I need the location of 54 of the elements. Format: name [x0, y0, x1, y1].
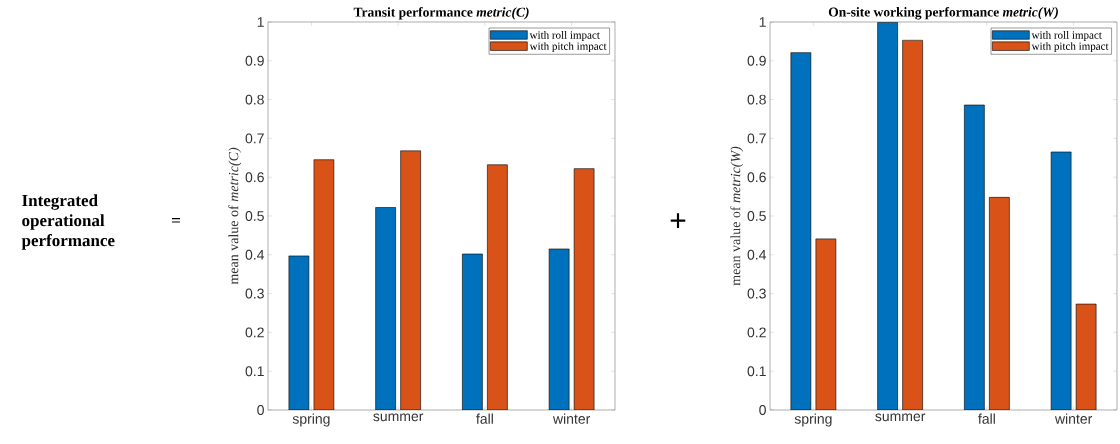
x-tick-label: spring	[292, 413, 330, 427]
legend-label: with pitch impact	[1031, 42, 1109, 53]
text: Integrated operational performance	[21, 194, 115, 250]
y-tick-label: 0.4	[747, 249, 767, 260]
x-tick-label: winter	[1054, 413, 1093, 424]
y-tick-label: 0.4	[245, 249, 265, 260]
y-axis-title: mean value of metric(C)	[228, 147, 242, 285]
chart-title: Transit performance metric(C)	[353, 7, 529, 20]
x-tick-label: fall	[476, 413, 493, 424]
y-tick-label: 0.9	[747, 55, 766, 66]
y-tick-label: 0.1	[747, 366, 766, 377]
legend-label: with pitch impact	[529, 42, 607, 53]
legend-label: with roll impact	[1031, 31, 1102, 41]
y-tick-label: 1	[759, 17, 766, 27]
bar	[400, 150, 421, 410]
y-tick-label: 0.2	[747, 327, 766, 338]
y-tick-label: 0.7	[245, 133, 264, 144]
x-tick-label: fall	[978, 413, 995, 424]
y-axis-title: mean value of metric(W)	[730, 146, 744, 286]
x-tick-label: spring	[794, 413, 832, 427]
y-tick-label: 0.8	[747, 94, 766, 105]
y-tick-label: 0.3	[245, 288, 264, 299]
y-tick-label: 0.3	[747, 288, 766, 299]
y-tick-label: 0.5	[245, 211, 264, 221]
bar	[989, 197, 1010, 410]
bar	[790, 52, 812, 410]
x-tick-label: summer	[875, 413, 926, 422]
bar	[902, 39, 923, 410]
bar	[288, 255, 310, 410]
legend-label: with roll impact	[529, 31, 600, 41]
y-tick-label: 0	[257, 405, 264, 415]
y-tick-label: 0.2	[245, 327, 264, 338]
y-tick-label: 0.1	[245, 366, 264, 377]
y-tick-label: 0	[759, 405, 766, 415]
y-tick-label: 0.5	[747, 211, 766, 221]
y-tick-label: 1	[257, 17, 264, 27]
bar	[877, 22, 898, 410]
bar	[548, 248, 570, 410]
x-tick-label: summer	[373, 413, 424, 422]
x-tick-label: winter	[552, 413, 591, 424]
bar	[313, 159, 335, 410]
y-tick-label: 0.9	[245, 55, 264, 66]
y-tick-label: 0.6	[245, 172, 264, 183]
text: =	[172, 218, 180, 223]
bar	[964, 104, 985, 410]
y-tick-label: 0.6	[747, 172, 766, 183]
text: +	[670, 213, 686, 229]
bar	[375, 207, 396, 410]
bar	[1050, 151, 1072, 410]
y-tick-label: 0.7	[747, 133, 766, 144]
y-tick-label: 0.8	[245, 94, 264, 105]
chart-title: On-site working performance metric(W)	[828, 6, 1058, 20]
bar	[462, 253, 483, 410]
bar	[487, 164, 508, 410]
